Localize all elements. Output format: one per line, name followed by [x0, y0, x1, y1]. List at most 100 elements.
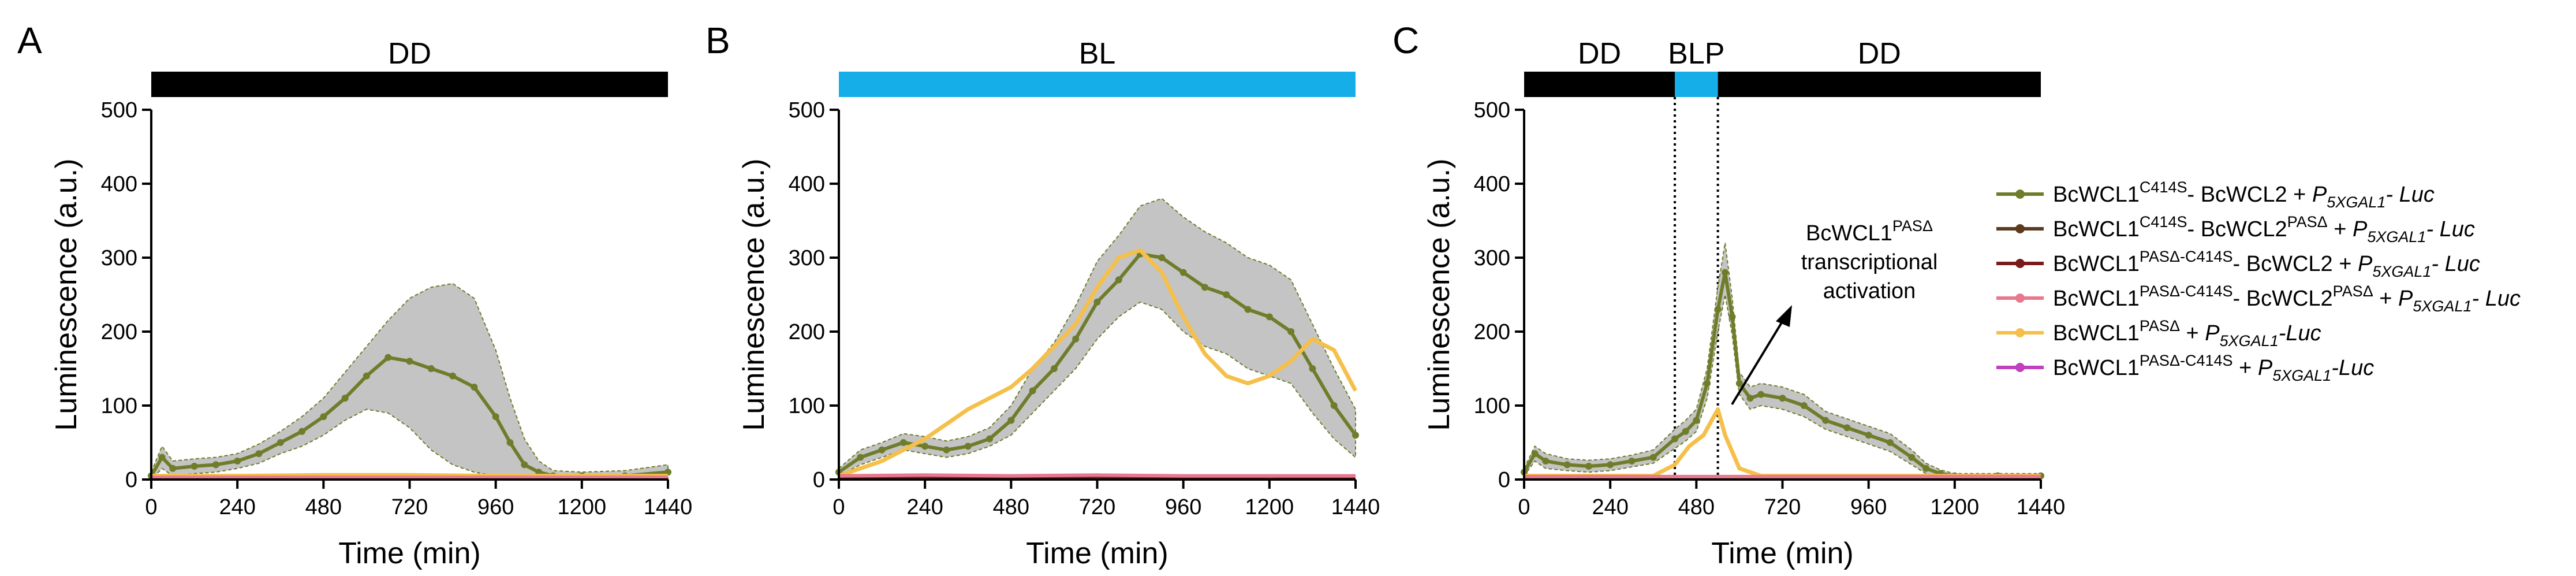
y-tick-label: 100 — [101, 394, 137, 418]
legend-subscript: 5XGAL1 — [2327, 194, 2385, 211]
x-tick-label: 1440 — [1331, 495, 1380, 519]
x-tick-label: 1200 — [1245, 495, 1294, 519]
legend-promoter: P — [2353, 217, 2368, 241]
data-point — [1722, 269, 1729, 276]
data-point — [1728, 313, 1736, 321]
legend-text-part: + — [2328, 217, 2353, 241]
annotation-arrow-line — [1731, 318, 1785, 406]
data-point — [1649, 454, 1657, 461]
y-tick-label: 400 — [101, 172, 137, 196]
x-tick-label: 960 — [1850, 495, 1887, 519]
x-tick-label: 0 — [832, 495, 845, 519]
data-point — [1223, 291, 1230, 298]
data-point — [943, 446, 950, 454]
data-point — [449, 372, 457, 380]
legend-promoter: P — [2398, 287, 2413, 311]
data-point — [1201, 284, 1208, 291]
legend-text-part: BcWCL1 — [2053, 287, 2140, 311]
y-tick-label: 100 — [1474, 394, 1510, 418]
y-tick-label: 200 — [789, 320, 825, 344]
data-point — [341, 395, 349, 402]
legend-label: BcWCL1C414S- BcWCL2PASΔ + P5XGAL1- Luc — [2053, 213, 2475, 246]
data-point — [1607, 461, 1614, 469]
data-point — [1693, 417, 1700, 424]
data-point — [1865, 432, 1872, 439]
data-point — [1072, 335, 1080, 343]
condition-bar-label: BL — [1079, 37, 1116, 70]
data-point — [255, 450, 263, 458]
annotation-superscript: PASΔ — [1892, 217, 1933, 235]
data-point — [1800, 402, 1808, 409]
series-error-band — [838, 198, 1356, 477]
series-line — [838, 248, 1358, 478]
panel-c-chart: C DD BLP DD 0 100 200 300 400 500 0 240 480 720 960 120… — [1392, 20, 2065, 570]
data-point — [492, 413, 499, 421]
data-point — [857, 454, 864, 461]
data-point — [1682, 428, 1689, 435]
x-tick-label: 720 — [1079, 495, 1115, 519]
legend-text-part: - BcWCL2 — [2187, 217, 2287, 241]
data-point — [1050, 365, 1058, 372]
data-point — [1287, 328, 1295, 335]
data-point — [169, 464, 177, 472]
legend-swatch-marker — [2015, 293, 2025, 303]
legend-superscript: PASΔ-C414S — [2140, 352, 2233, 369]
legend-superscript: PASΔ — [2287, 213, 2328, 231]
data-point — [1585, 462, 1592, 470]
data-point — [921, 443, 929, 450]
data-point — [1158, 254, 1166, 261]
data-point — [1908, 454, 1916, 461]
legend-text-part: - BcWCL2 — [2233, 287, 2333, 311]
condition-bar — [151, 72, 668, 97]
legend-label: BcWCL1PASΔ-C414S- BcWCL2PASΔ + P5XGAL1- … — [2053, 283, 2521, 315]
data-point — [878, 446, 886, 454]
x-axis-title: Time (min) — [338, 537, 481, 570]
condition-bar-label: DD — [388, 37, 431, 70]
legend-superscript: C414S — [2140, 179, 2187, 196]
x-tick-label: 480 — [1678, 495, 1715, 519]
data-point — [521, 461, 528, 469]
data-point — [964, 443, 972, 450]
data-point — [1843, 424, 1851, 432]
x-tick-label: 240 — [1592, 495, 1628, 519]
data-point — [1714, 306, 1722, 313]
data-point — [1746, 395, 1754, 402]
data-point — [1029, 387, 1036, 395]
series-error-band — [1524, 243, 2041, 479]
legend-swatch-marker — [2015, 328, 2025, 337]
y-tick-label: 0 — [813, 468, 825, 492]
data-point — [1886, 439, 1894, 446]
x-tick-label: 0 — [145, 495, 157, 519]
legend-text-part: + — [2233, 356, 2258, 380]
x-tick-label: 240 — [906, 495, 943, 519]
legend-label: BcWCL1PASΔ + P5XGAL1-Luc — [2053, 317, 2321, 350]
legend: BcWCL1C414S- BcWCL2 + P5XGAL1- Luc BcWCL1… — [1996, 179, 2521, 384]
data-point — [1735, 380, 1743, 387]
data-point — [1542, 458, 1550, 464]
legend-subscript: 5XGAL1 — [2372, 263, 2431, 280]
condition-bar-label: BLP — [1668, 37, 1724, 70]
y-tick-label: 200 — [101, 320, 137, 344]
legend-item: BcWCL1PASΔ-C414S + P5XGAL1-Luc — [1996, 352, 2374, 384]
data-point — [506, 439, 514, 446]
legend-item: BcWCL1PASΔ + P5XGAL1-Luc — [1996, 317, 2321, 350]
condition-bar-label: DD — [1578, 37, 1621, 70]
legend-item: BcWCL1C414S- BcWCL2 + P5XGAL1- Luc — [1996, 179, 2435, 211]
legend-promoter: P — [2205, 321, 2220, 345]
legend-text-part: + — [2180, 321, 2205, 345]
y-tick-label: 300 — [1474, 246, 1510, 270]
data-point — [1779, 395, 1786, 402]
y-tick-label: 0 — [1498, 468, 1510, 492]
data-point — [1007, 417, 1015, 424]
annotation-arrow-head — [1776, 305, 1792, 327]
data-point — [406, 358, 413, 365]
x-tick-label: 960 — [477, 495, 514, 519]
y-tick-label: 500 — [1474, 98, 1510, 122]
panel-letter: C — [1392, 20, 1419, 61]
y-tick-label: 400 — [789, 172, 825, 196]
legend-promoter: P — [2358, 252, 2373, 276]
legend-text-part: BcWCL1 — [2053, 321, 2140, 345]
legend-text-part: BcWCL1 — [2053, 356, 2140, 380]
x-tick-label: 720 — [1764, 495, 1801, 519]
